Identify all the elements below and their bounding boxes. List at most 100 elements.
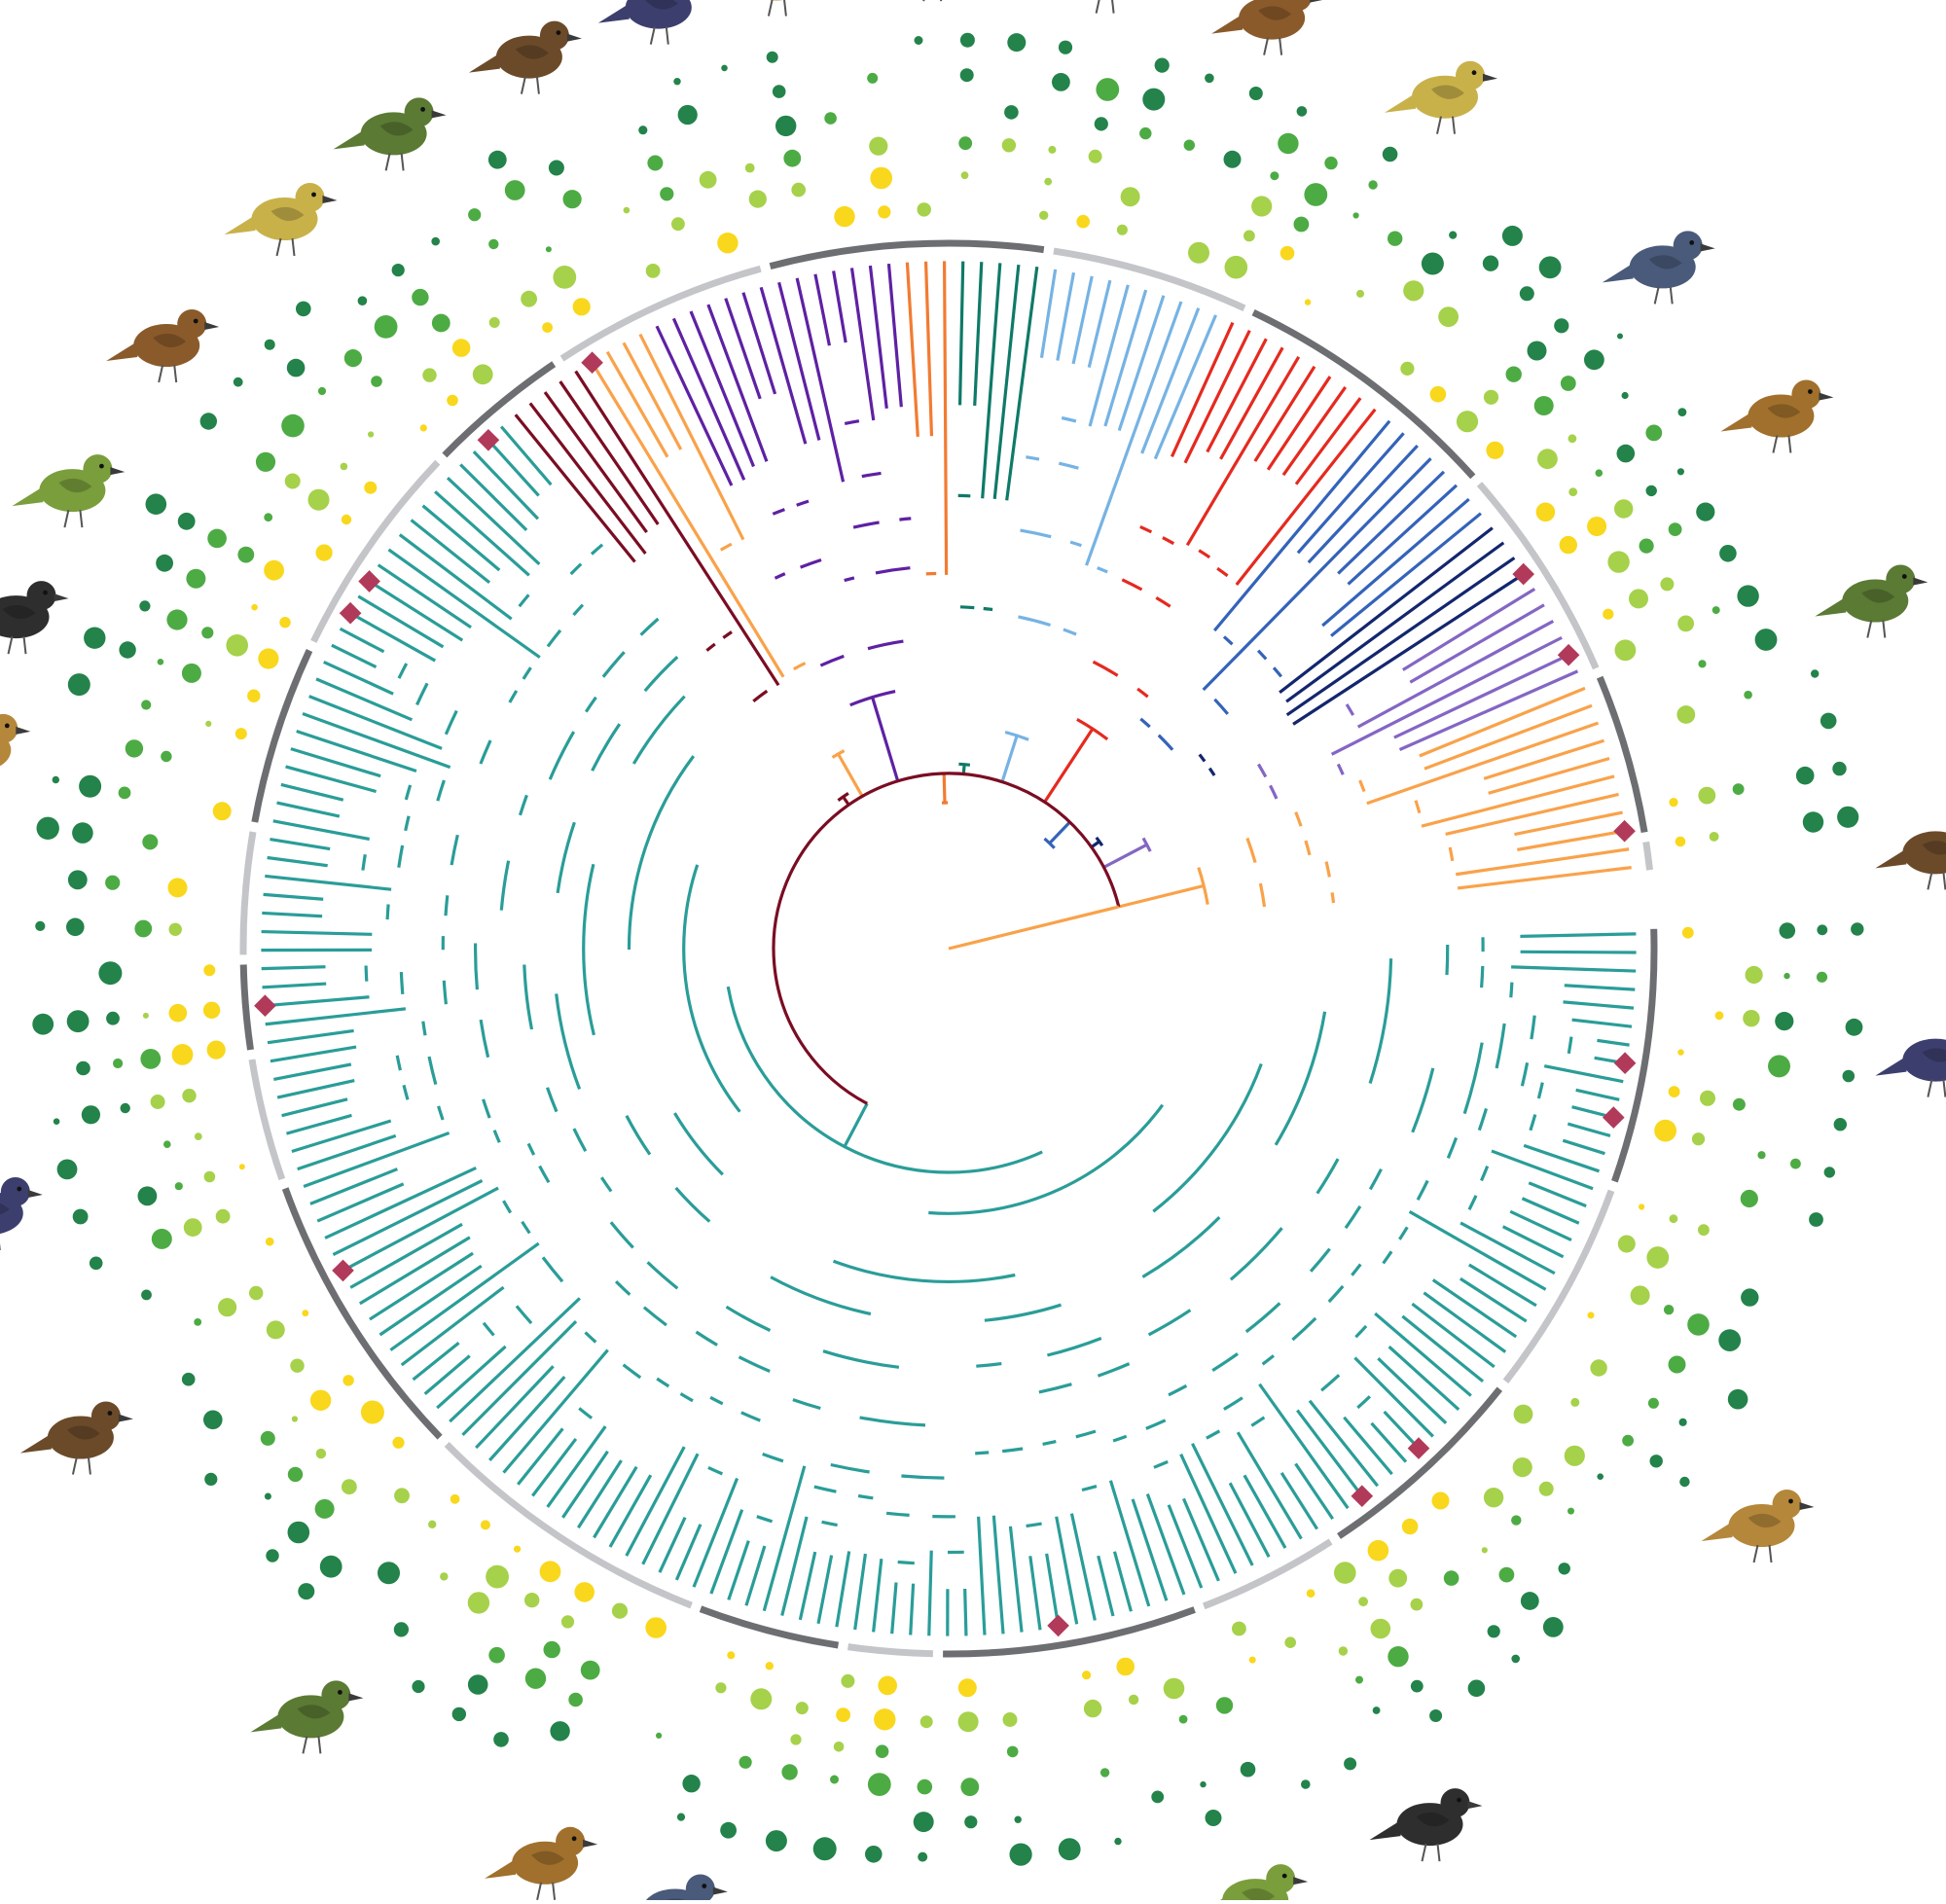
bird-head [1456, 61, 1485, 90]
bird-beak [54, 593, 69, 601]
trait-dot [549, 161, 564, 176]
trait-dot [194, 1318, 201, 1326]
bird-head [91, 1402, 121, 1431]
family-band [701, 1609, 839, 1645]
trait-dot [1116, 1658, 1135, 1676]
trait-dot [1200, 1781, 1206, 1787]
trait-dot [344, 349, 362, 367]
passerine-core-tip-branch [449, 479, 538, 563]
passerine-core-node-arc [611, 1222, 633, 1247]
trait-dot [1142, 89, 1165, 111]
trait-dot [428, 1521, 436, 1528]
bird-body [743, 0, 810, 1]
passerine-core-node-arc [1169, 1385, 1186, 1395]
bird-tail [1385, 93, 1416, 113]
parrot-icon [469, 21, 582, 94]
family-band-ring [243, 243, 1654, 1654]
trait-dot [867, 73, 878, 84]
passerine-core-tip-branch [311, 1169, 396, 1203]
passerine-core-node-arc [1263, 1355, 1274, 1364]
passerine-core-tip-branch [746, 1548, 764, 1604]
trait-dot [134, 920, 152, 938]
passerine-core-node-arc [681, 1394, 694, 1401]
trait-dot [265, 1493, 271, 1500]
trait-dot [874, 1708, 895, 1730]
passerine-core-node-arc [366, 966, 367, 982]
passerine-core-tip-branch [765, 1467, 805, 1609]
clade-red-stem [1045, 729, 1093, 802]
passerine-core-node-arc [976, 1364, 1001, 1367]
trait-dot [440, 1572, 448, 1580]
trait-dot [1682, 927, 1694, 939]
trait-dot [292, 1416, 298, 1421]
trait-dot [1650, 1455, 1663, 1467]
bird-leg [1437, 117, 1441, 134]
passerine-core-node-arc [543, 1257, 562, 1281]
dove-icon [1815, 565, 1928, 638]
clade-purple-tip-branch [692, 313, 753, 466]
trait-dot [1757, 1151, 1765, 1159]
passerine-core-node-arc [574, 605, 583, 615]
trait-dot [1155, 58, 1170, 73]
passerine-core-node-arc [593, 724, 620, 771]
trait-dot [1002, 138, 1016, 152]
bird-leg [537, 77, 539, 94]
passerine-core-tip-branch [1411, 1212, 1544, 1288]
passerine-core-tip-branch [1376, 1314, 1469, 1394]
bird-tail [12, 486, 43, 506]
trait-dot [235, 728, 247, 739]
passerine-core-node-arc [624, 1365, 641, 1378]
trait-dot [493, 1732, 509, 1747]
trait-dot [1076, 215, 1090, 229]
trait-dot [868, 1773, 891, 1796]
passerine-core-tip-branch [333, 646, 375, 666]
passerine-core-tip-branch [1111, 1482, 1148, 1604]
trait-dot [1796, 767, 1815, 785]
trait-dot [960, 68, 974, 82]
passerine-core-tip-branch [342, 629, 382, 651]
bird-leg [386, 153, 390, 170]
passerine-core-node-arc [1447, 945, 1448, 975]
passerine-core-node-arc [834, 1261, 1016, 1281]
clade-purple-node-arc [862, 473, 882, 476]
trait-dot [767, 52, 778, 63]
antshrike-icon [250, 1680, 363, 1753]
trait-dot [1297, 106, 1308, 117]
trait-dot [68, 870, 88, 889]
trait-dot [139, 600, 150, 611]
bird-tail [1702, 1522, 1733, 1541]
passerine-core-node-arc [1355, 1326, 1366, 1337]
passerine-core-node-arc [1292, 1318, 1315, 1340]
trait-dot [247, 690, 260, 702]
bird-leg [1754, 1545, 1758, 1563]
trait-dot [1775, 1012, 1793, 1030]
clade-maroon-a-node-arc [723, 632, 732, 638]
trait-dot [1358, 1597, 1368, 1606]
passerine-core-node-arc [741, 1413, 761, 1420]
trait-dot [412, 289, 428, 305]
passerine-core-tip-branch [464, 1322, 575, 1433]
grosbeak-icon [0, 714, 30, 787]
trait-dot [682, 1775, 700, 1792]
trait-dot [1206, 1810, 1222, 1826]
passerine-core-tip-branch [1546, 1066, 1622, 1081]
passerine-core-node-arc [1043, 1442, 1057, 1445]
trogon-icon [1211, 0, 1324, 55]
passerine-core-tip-branch [360, 597, 443, 646]
clade-lightblue-tip-branch [1058, 274, 1073, 359]
bird-eye [17, 1187, 21, 1192]
falcon-icon [598, 0, 711, 45]
trait-dot [783, 150, 801, 167]
passerine-core-tip-branch [1134, 1500, 1167, 1599]
trait-dot [914, 1812, 934, 1832]
passerine-core-tip-branch [994, 1517, 1003, 1633]
trait-dot [1543, 1617, 1564, 1637]
bird-beak [1800, 1502, 1815, 1510]
trait-dot [1677, 616, 1694, 632]
trait-dot [964, 1815, 977, 1828]
passerine-core-node-arc [1329, 1286, 1343, 1302]
trait-dot [1698, 787, 1715, 805]
trait-dot [1843, 1070, 1856, 1083]
trait-dot [700, 171, 717, 189]
clade-navy-tip-branch [1288, 558, 1513, 714]
